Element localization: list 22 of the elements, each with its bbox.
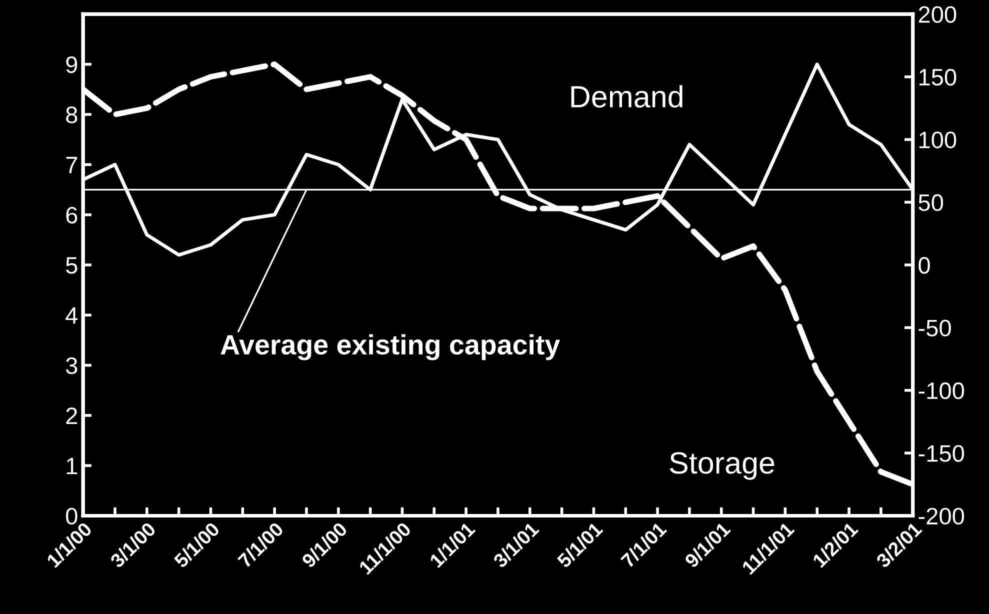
y2-tick-label: 50 [918,194,944,212]
ref-line-label: Average existing capacity [220,334,560,360]
y-tick-label: 4 [66,307,78,324]
y-tick-label: 1 [66,458,78,474]
y2-tick-label: 200 [918,6,956,23]
text: Storage [670,452,774,480]
y-tick-label: 9 [66,56,78,74]
y2-tick-label: -200 [918,508,964,525]
y-tick-label: 0 [66,508,78,525]
y-tick-label: 5 [66,257,78,274]
y2-tick-label: -100 [918,382,964,400]
y-tick-label: 3 [66,357,78,374]
y-tick-label: 2 [66,408,78,424]
y-tick-label: 6 [66,206,78,224]
y2-tick-label: 0 [918,257,930,274]
y2-tick-label: -150 [918,445,964,462]
series-label: Demand [571,85,682,108]
y2-tick-label: 150 [920,68,956,86]
y2-tick-label: -50 [918,320,951,336]
y-tick-label: 7 [66,156,78,174]
y2-tick-label: 100 [920,132,956,148]
y-tick-label: 8 [66,106,78,124]
